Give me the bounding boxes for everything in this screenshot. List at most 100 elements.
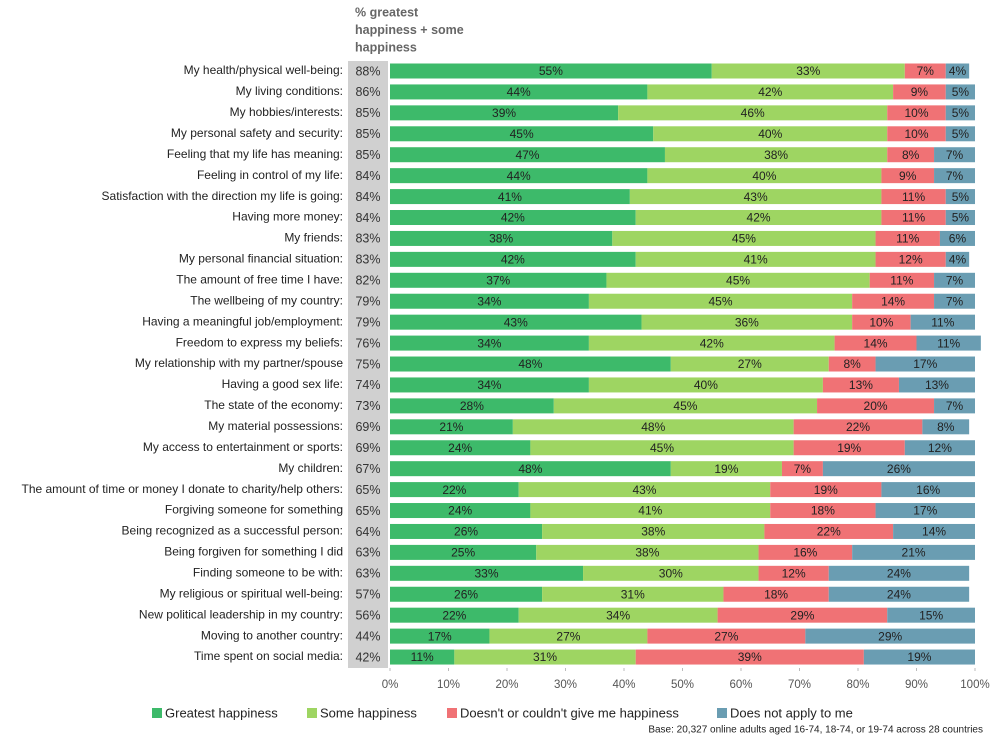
bar-segment	[910, 314, 975, 330]
bar-segment	[635, 251, 876, 267]
bar-segment	[904, 440, 975, 456]
category-label: My children:	[278, 461, 343, 475]
category-label: My personal financial situation:	[179, 252, 343, 266]
total-label: 84%	[355, 190, 380, 204]
value-label: 10%	[869, 315, 893, 329]
value-label: 17%	[913, 504, 937, 518]
value-label: 14%	[864, 336, 888, 350]
value-label: 26%	[454, 587, 478, 601]
bar-segment	[653, 126, 888, 142]
bar-segment	[887, 607, 975, 623]
value-label: 9%	[899, 169, 917, 183]
total-label: 76%	[355, 336, 380, 350]
x-tick-label: 80%	[846, 679, 869, 691]
value-label: 21%	[902, 546, 926, 560]
category-label: The amount of time or money I donate to …	[21, 482, 343, 496]
value-label: 8%	[843, 357, 861, 371]
category-label: Finding someone to be with:	[193, 565, 343, 579]
bar-segment	[390, 628, 490, 644]
bar-segment	[945, 210, 975, 226]
bar-segment	[670, 356, 829, 372]
bar-segment	[530, 440, 794, 456]
bar-segment	[934, 147, 975, 163]
bar-segment	[629, 189, 882, 205]
bar-segment	[530, 503, 771, 519]
bar-segment	[390, 63, 712, 79]
value-label: 22%	[817, 525, 841, 539]
bar-segment	[647, 168, 882, 184]
category-label: Satisfaction with the direction my life …	[102, 189, 343, 203]
bar-segment	[945, 105, 975, 121]
total-label: 79%	[355, 295, 380, 309]
legend-swatch	[152, 708, 162, 718]
category-label: Feeling in control of my life:	[197, 168, 343, 182]
bar-segment	[390, 607, 519, 623]
value-label: 5%	[952, 190, 970, 204]
category-label: My hobbies/interests:	[230, 105, 343, 119]
bar-segment	[893, 523, 975, 539]
legend-label: Some happiness	[320, 705, 417, 720]
bar-segment	[934, 398, 975, 414]
bar-segment	[828, 565, 970, 581]
totals-header: happiness + some	[355, 23, 464, 37]
bar-segment	[536, 544, 759, 560]
value-label: 27%	[714, 629, 738, 643]
value-label: 40%	[694, 378, 718, 392]
category-label: The wellbeing of my country:	[190, 293, 343, 307]
bar-segment	[781, 461, 823, 477]
bar-segment	[641, 314, 853, 330]
bar-segment	[770, 503, 876, 519]
total-label: 82%	[355, 274, 380, 288]
total-label: 44%	[355, 629, 380, 643]
value-label: 24%	[448, 441, 472, 455]
bar-segment	[390, 482, 519, 498]
bar-segment	[916, 335, 981, 351]
value-label: 18%	[811, 504, 835, 518]
value-label: 22%	[442, 483, 466, 497]
value-label: 42%	[501, 211, 525, 225]
bar-segment	[518, 607, 718, 623]
total-label: 85%	[355, 106, 380, 120]
value-label: 34%	[477, 294, 501, 308]
bar-segment	[875, 230, 940, 246]
totals-header: % greatest	[355, 5, 419, 19]
category-label: Time spent on social media:	[194, 649, 343, 663]
value-label: 21%	[439, 420, 463, 434]
bar-segment	[390, 272, 607, 288]
legend-swatch	[717, 708, 727, 718]
value-label: 38%	[635, 546, 659, 560]
bar-segment	[764, 523, 894, 539]
value-label: 11%	[890, 273, 913, 287]
bar-segment	[793, 419, 923, 435]
value-label: 8%	[937, 420, 955, 434]
value-label: 7%	[946, 148, 964, 162]
bar-segment	[588, 377, 823, 393]
value-label: 41%	[498, 190, 522, 204]
total-label: 57%	[355, 588, 380, 602]
value-label: 40%	[758, 127, 782, 141]
bar-segment	[893, 84, 946, 100]
bar-segment	[723, 586, 829, 602]
bar-segment	[390, 544, 537, 560]
value-label: 15%	[919, 608, 943, 622]
total-label: 83%	[355, 232, 380, 246]
category-label: Freedom to express my beliefs:	[176, 335, 343, 349]
value-label: 45%	[650, 441, 674, 455]
bar-segment	[863, 649, 975, 665]
total-label: 73%	[355, 399, 380, 413]
category-label: Moving to another country:	[201, 628, 343, 642]
bar-segment	[945, 189, 975, 205]
value-label: 26%	[887, 462, 911, 476]
value-label: 45%	[673, 399, 697, 413]
bar-segment	[390, 147, 665, 163]
bar-segment	[489, 628, 648, 644]
bar-segment	[390, 293, 589, 309]
bar-segment	[512, 419, 794, 435]
value-label: 46%	[741, 106, 765, 120]
value-label: 55%	[539, 64, 563, 78]
value-label: 48%	[518, 462, 542, 476]
bar-segment	[390, 189, 630, 205]
total-label: 63%	[355, 546, 380, 560]
value-label: 22%	[442, 608, 466, 622]
